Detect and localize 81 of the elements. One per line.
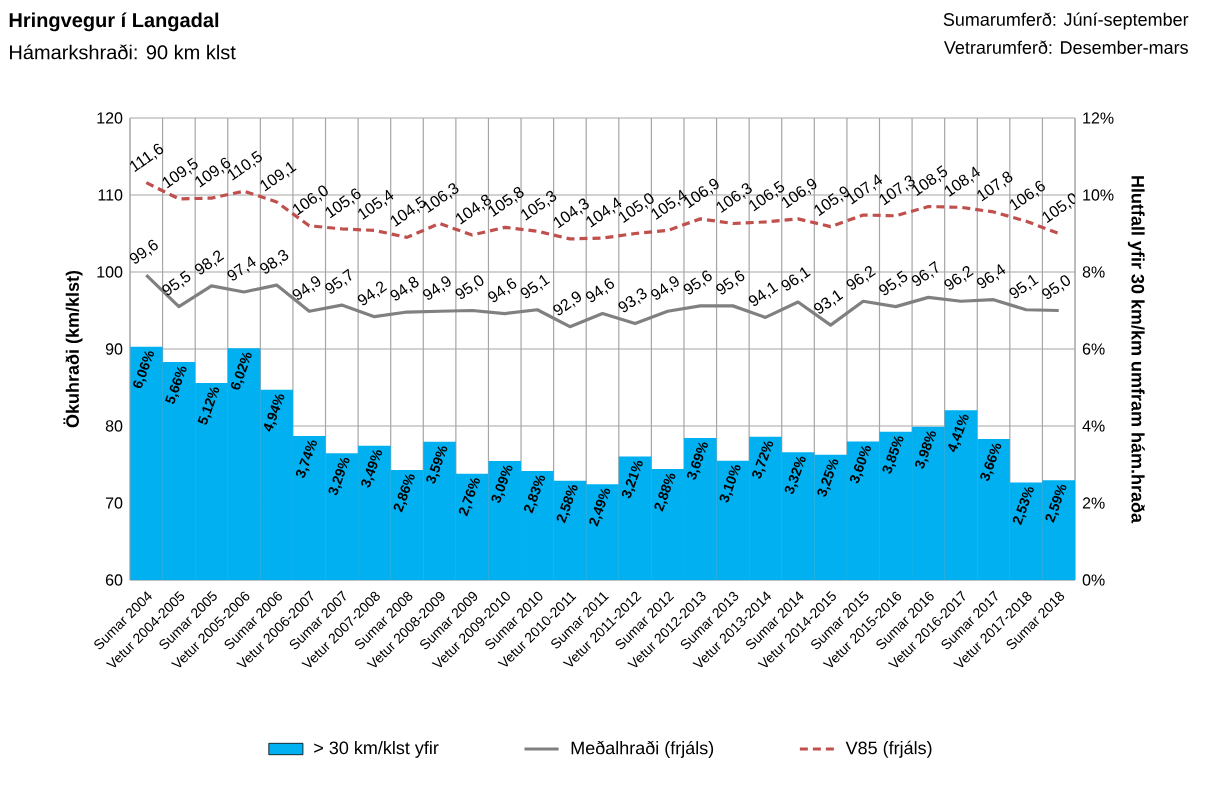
data-label: 3,09% [491, 465, 513, 503]
data-label: 95,6 [716, 270, 745, 295]
data-label: 94,2 [357, 281, 388, 306]
data-label: 6,06% [133, 351, 154, 389]
data-label: 3,10% [719, 465, 741, 503]
data-label: 96,2 [846, 266, 876, 290]
data-label: 94,9 [651, 276, 679, 300]
y-tick-label: 70 [105, 497, 123, 509]
data-label: 95,0 [1042, 275, 1070, 300]
data-label: 96,2 [944, 266, 974, 290]
data-label: 94,6 [488, 278, 517, 303]
data-label: 2,58% [556, 485, 578, 524]
y2-tick-label: 10% [1083, 189, 1114, 201]
data-label: 2,49% [589, 488, 611, 527]
y2-axis-title: Hlutfall yfir 30 km/km umfram hám.hraða [1127, 176, 1145, 524]
data-label: 4,41% [948, 414, 969, 453]
data-label: 3,49% [361, 450, 383, 488]
y-tick-label: 100 [97, 266, 123, 278]
chart-subtitle: Hámarkshraði: 90 km klst [10, 44, 236, 60]
y-tick-label: 80 [105, 420, 123, 432]
y2-tick-label: 4% [1082, 420, 1105, 432]
data-label: 94,8 [390, 276, 419, 301]
data-label: 95,0 [455, 275, 484, 300]
data-label: 99,6 [129, 239, 158, 264]
data-label: 3,98% [915, 431, 937, 469]
data-label: 95,5 [162, 270, 191, 296]
data-label: 3,25% [817, 459, 839, 497]
data-label: 95,5 [879, 270, 908, 296]
data-label: 2,88% [654, 473, 676, 512]
data-label: 3,32% [784, 456, 806, 495]
data-label: 95,1 [520, 274, 551, 299]
chart-title: Hringvegur í Langadal [9, 12, 219, 32]
data-label: 98,3 [260, 249, 289, 274]
data-label: 4,94% [263, 394, 285, 432]
data-label: 94,6 [585, 278, 615, 303]
legend-label: V85 (frjáls) [845, 740, 932, 758]
data-label: 94,1 [748, 282, 779, 306]
y2-tick-label: 12% [1083, 112, 1114, 124]
data-label: 92,9 [553, 291, 581, 316]
data-label: 3,66% [980, 443, 1002, 481]
y2-tick-label: 0% [1082, 574, 1105, 586]
y-tick-label: 120 [97, 112, 123, 124]
legend-label: Meðalhraði (frjáls) [571, 740, 714, 758]
data-label: 3,60% [849, 445, 871, 484]
data-label: 3,59% [426, 446, 448, 484]
data-label: 3,85% [882, 436, 904, 474]
data-label: 98,2 [194, 250, 225, 275]
data-label: 2,83% [524, 475, 546, 514]
y2-tick-label: 6% [1082, 343, 1105, 355]
data-label: 94,9 [292, 276, 321, 300]
data-label: 95,1 [1009, 274, 1039, 299]
data-label: 5,12% [197, 387, 220, 425]
data-label: 97,4 [227, 256, 256, 281]
data-label: 3,74% [295, 440, 317, 478]
y2-tick-label: 8% [1082, 266, 1105, 278]
data-label: 96,1 [781, 267, 811, 291]
data-label: 2,76% [458, 478, 480, 517]
y-tick-label: 60 [105, 574, 123, 586]
legend-label: > 30 km/klst yfir [314, 740, 439, 758]
y-tick-label: 90 [105, 343, 123, 355]
data-label: 2,53% [1012, 487, 1034, 526]
data-label: 95,7 [325, 268, 352, 294]
data-label: 95,6 [683, 270, 712, 295]
data-label: 94,9 [422, 276, 451, 300]
data-label: 3,21% [621, 460, 643, 499]
data-label: 5,66% [165, 366, 187, 404]
data-label: 93,1 [813, 290, 844, 314]
data-label: 2,59% [1045, 484, 1067, 523]
y-axis-title: Ökuhraði (km/klst) [63, 270, 83, 428]
data-label: 3,69% [686, 442, 708, 480]
data-label: 3,72% [752, 441, 774, 479]
data-label: 96,4 [976, 264, 1006, 289]
data-label: 96,7 [911, 261, 938, 286]
text: Sumarumferð: Júní-september [943, 12, 1189, 30]
data-label: 93,3 [618, 288, 647, 313]
y2-tick-label: 2% [1082, 497, 1105, 509]
data-label: 6,02% [230, 352, 252, 390]
text: Vetrarumferð: Desember-mars [943, 40, 1188, 54]
data-label: 2,86% [393, 474, 415, 513]
y-tick-label: 110 [98, 189, 123, 201]
data-label: 3,29% [328, 457, 350, 496]
